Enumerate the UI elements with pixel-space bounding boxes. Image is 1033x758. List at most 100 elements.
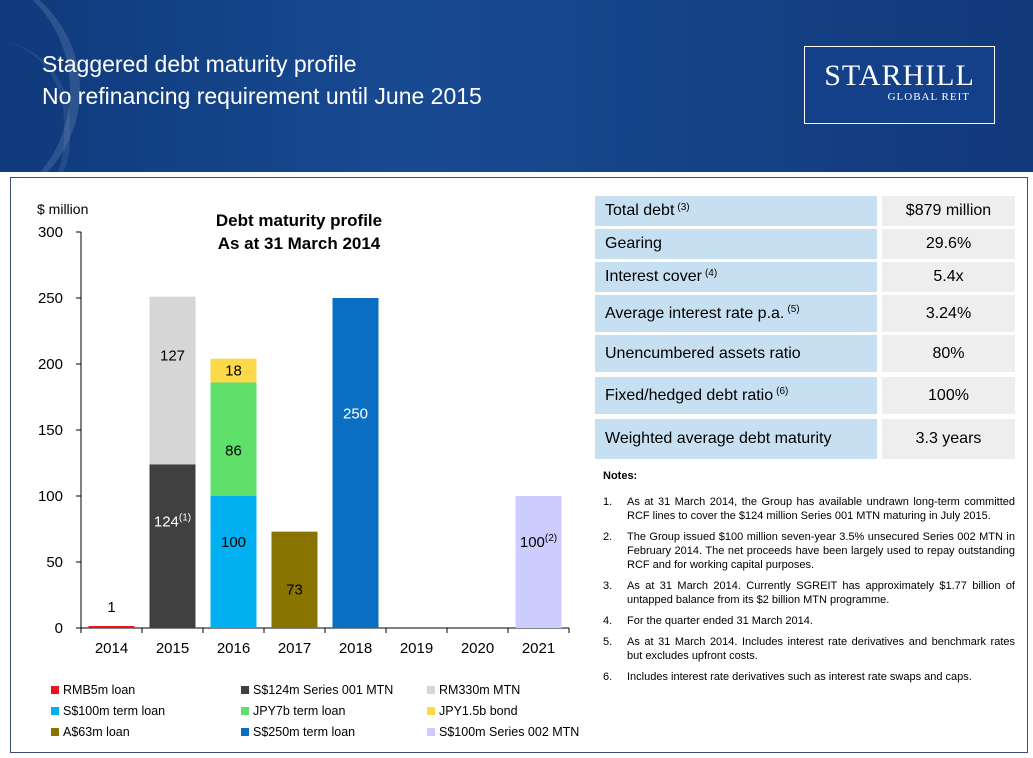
legend-label: JPY7b term loan — [253, 704, 346, 718]
legend-label: A$63m loan — [63, 725, 130, 739]
x-tick-label: 2020 — [461, 640, 494, 657]
page-title-line2: No refinancing requirement until June 20… — [42, 83, 482, 109]
note-item: 4. For the quarter ended 31 March 2014. — [603, 614, 1015, 628]
bar-segment — [515, 496, 562, 628]
stat-value: 3.24% — [882, 295, 1015, 332]
stat-value: $879 million — [882, 196, 1015, 226]
x-tick-label: 2019 — [400, 640, 433, 657]
stat-footnote-ref: (6) — [776, 386, 789, 397]
legend-swatch — [241, 707, 249, 715]
debt-maturity-chart: Debt maturity profile As at 31 March 2014… — [37, 201, 570, 657]
legend-label: S$124m Series 001 MTN — [253, 683, 394, 697]
legend-swatch — [241, 728, 249, 736]
chart-subtitle: As at 31 March 2014 — [218, 234, 381, 253]
bar-segment — [210, 358, 257, 383]
note-number: 2. — [603, 531, 613, 543]
note-number: 1. — [603, 496, 613, 508]
x-tick-label: 2021 — [522, 640, 555, 657]
logo-main-text: STARHILL — [824, 59, 975, 92]
y-tick-label: 300 — [38, 224, 63, 241]
data-label: 18 — [225, 363, 242, 380]
legend-swatch — [51, 728, 59, 736]
x-tick-label: 2016 — [217, 640, 250, 657]
bar-segment — [149, 464, 196, 628]
x-tick-label: 2014 — [95, 640, 128, 657]
legend-label: JPY1.5b bond — [439, 704, 518, 718]
y-tick-label: 50 — [46, 554, 63, 571]
y-tick-label: 250 — [38, 290, 63, 307]
note-number: 4. — [603, 615, 613, 627]
data-label: 100 — [221, 534, 246, 551]
bar-segment — [332, 298, 379, 628]
legend-item: RM330m MTN — [427, 683, 520, 697]
y-tick-label: 100 — [38, 488, 63, 505]
stat-label: Average interest rate p.a. (5) — [595, 295, 877, 332]
header-banner: Staggered debt maturity profile No refin… — [0, 0, 1033, 172]
stat-label: Gearing — [595, 229, 877, 259]
legend-item: S$100m term loan — [51, 704, 165, 718]
stat-footnote-ref: (5) — [787, 304, 800, 315]
note-number: 5. — [603, 636, 613, 648]
chart-title: Debt maturity profile — [216, 211, 382, 230]
data-label: 86 — [225, 443, 242, 460]
note-text: Includes interest rate derivatives such … — [627, 671, 972, 683]
x-tick-label: 2015 — [156, 640, 189, 657]
notes-title: Notes: — [603, 470, 638, 482]
stat-label: Total debt (3) — [595, 196, 877, 226]
legend-item: S$124m Series 001 MTN — [241, 683, 393, 697]
legend-item: RMB5m loan — [51, 683, 135, 697]
y-axis-label: $ million — [37, 201, 88, 217]
note-item: 1. As at 31 March 2014, the Group has ava… — [603, 495, 1015, 523]
notes-section: Notes: 1. As at 31 March 2014, the Group … — [603, 469, 1015, 691]
note-item: 3. As at 31 March 2014. Currently SGREIT … — [603, 579, 1015, 607]
stat-label: Interest cover (4) — [595, 262, 877, 292]
y-tick-label: 0 — [55, 620, 63, 637]
stat-footnote-ref: (3) — [677, 201, 690, 213]
note-text: The Group issued $100 million seven-year… — [627, 531, 1015, 571]
x-tick-label: 2018 — [339, 640, 372, 657]
note-number: 3. — [603, 580, 613, 592]
data-label: 127 — [160, 347, 185, 364]
note-item: 5. As at 31 March 2014. Includes interest… — [603, 635, 1015, 663]
bar-segment — [271, 531, 318, 628]
stat-footnote-ref: (4) — [704, 267, 718, 279]
legend-swatch — [51, 686, 59, 694]
note-number: 6. — [603, 671, 613, 683]
note-text: As at 31 March 2014, the Group has avail… — [627, 496, 1015, 522]
decorative-swirl — [0, 40, 70, 172]
bar-segment — [149, 296, 196, 465]
bar-segment — [210, 496, 257, 628]
stat-value: 29.6% — [882, 229, 1015, 259]
decorative-swirl — [0, 0, 80, 172]
y-tick-label: 150 — [38, 422, 63, 439]
stat-value: 80% — [882, 335, 1015, 372]
stat-label: Weighted average debt maturity — [595, 419, 877, 459]
page-title-line1: Staggered debt maturity profile — [42, 51, 357, 77]
chart-legend: RMB5m loan S$124m Series 001 MTN RM330m MT… — [51, 683, 601, 753]
stat-label: Unencumbered assets ratio — [595, 335, 877, 372]
logo-sub-text: GLOBAL REIT — [887, 91, 970, 103]
note-item: 6. Includes interest rate derivatives suc… — [603, 670, 1015, 684]
note-text: For the quarter ended 31 March 2014. — [627, 615, 813, 627]
legend-label: RM330m MTN — [439, 683, 521, 697]
starhill-logo: STARHILL GLOBAL REIT — [804, 46, 995, 124]
note-text: As at 31 March 2014. Includes interest r… — [627, 636, 1015, 662]
legend-item: S$100m Series 002 MTN — [427, 725, 579, 739]
x-tick-label: 2017 — [278, 640, 311, 657]
legend-label: RMB5m loan — [63, 683, 136, 697]
note-item: 2. The Group issued $100 million seven-ye… — [603, 530, 1015, 572]
legend-item: JPY7b term loan — [241, 704, 345, 718]
legend-swatch — [427, 707, 435, 715]
legend-swatch — [427, 728, 435, 736]
data-label: 1 — [107, 599, 115, 616]
note-text: As at 31 March 2014. Currently SGREIT ha… — [627, 580, 1015, 606]
stat-value: 5.4x — [882, 262, 1015, 292]
data-label: 250 — [343, 406, 368, 423]
content-panel: Debt maturity profile As at 31 March 2014… — [10, 177, 1028, 753]
y-tick-label: 200 — [38, 356, 63, 373]
legend-swatch — [427, 686, 435, 694]
data-label: 73 — [286, 581, 303, 598]
stat-value: 100% — [882, 377, 1015, 414]
legend-label: S$100m term loan — [63, 704, 166, 718]
bar-segment — [210, 382, 257, 496]
